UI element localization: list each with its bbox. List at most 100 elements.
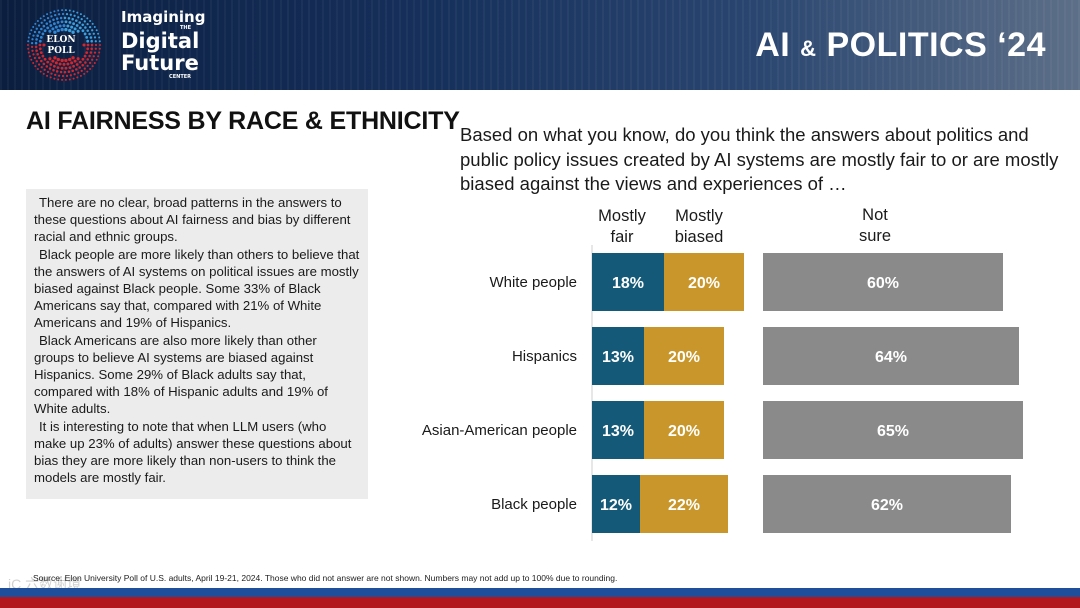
logo-dot — [83, 67, 86, 70]
logo-dot — [36, 68, 39, 70]
logo-dot — [89, 36, 93, 39]
logo-dot — [97, 55, 100, 58]
logo-dot — [43, 19, 46, 22]
logo-dot — [76, 76, 79, 79]
logo-dot — [27, 40, 30, 43]
logo-dot — [76, 57, 80, 61]
logo-dot — [39, 17, 42, 20]
logo-dot — [42, 43, 46, 47]
logo-dot — [92, 32, 95, 35]
logo-dot — [71, 30, 75, 34]
logo-dot — [83, 15, 86, 18]
logo-dot — [42, 62, 46, 66]
logo-dot — [72, 22, 75, 26]
logo-dot — [43, 29, 47, 33]
logo-dot — [56, 57, 60, 62]
logo-dot — [49, 11, 52, 14]
logo-dot — [27, 36, 30, 39]
header-texture — [0, 0, 1080, 90]
logo-dot — [36, 53, 39, 56]
logo-dot — [56, 28, 60, 33]
logo-dot — [38, 56, 41, 60]
logo-dot — [78, 60, 82, 64]
logo-dot — [43, 57, 47, 61]
data-label-not-sure-black-people: 62% — [871, 497, 903, 514]
header-title-main: AI — [755, 26, 801, 64]
logo-dot — [50, 15, 53, 18]
logo-dot — [30, 29, 33, 32]
logo-dot — [84, 26, 87, 29]
logo-dot — [72, 64, 75, 68]
logo-dot — [65, 12, 69, 16]
bar-mostly-biased-asian-american-people — [644, 401, 724, 459]
bar-mostly-fair-hispanics — [592, 327, 644, 385]
logo-dot — [93, 62, 96, 64]
logo-dot — [36, 20, 39, 22]
logo-dot — [66, 24, 70, 28]
logo-dot — [86, 29, 89, 32]
logo-dot — [69, 74, 72, 77]
logo-dot — [75, 24, 79, 27]
logo-dot — [48, 67, 52, 70]
brand-center: CENTER — [169, 74, 191, 80]
logo-dot — [93, 51, 97, 54]
logo-dot — [30, 41, 34, 45]
logo-dot — [46, 74, 49, 77]
logo-dot — [63, 16, 67, 20]
logo-dot — [68, 57, 72, 62]
logo-dot — [66, 62, 70, 66]
elon-poll-logo: ELON POLL — [27, 9, 101, 81]
logo-dot — [99, 44, 101, 46]
logo-dot — [98, 51, 101, 54]
logo-dot — [91, 65, 94, 68]
logo-dot — [33, 30, 37, 34]
logo-dot — [32, 62, 35, 64]
logo-dot — [94, 40, 97, 43]
logo-dot — [38, 47, 42, 51]
logo-dot — [63, 70, 67, 74]
header-title: AI & POLITICS ‘24 — [755, 26, 1046, 65]
logo-dot — [56, 66, 60, 69]
logo-dot — [68, 9, 71, 12]
brand-line-3: Future — [121, 51, 199, 75]
logo-dot — [53, 10, 56, 13]
logo-dot — [54, 61, 58, 65]
data-label-not-sure-white-people: 60% — [867, 275, 899, 292]
logo-dot — [77, 71, 80, 74]
data-label-mostly-fair-asian-american-people: 13% — [602, 423, 634, 440]
bar-not-sure-hispanics — [763, 327, 1019, 385]
logo-dot — [83, 20, 86, 23]
logo-dot — [59, 70, 63, 74]
logo-dot — [37, 63, 41, 66]
logo-dot — [64, 58, 68, 63]
column-header-line: Mostly — [598, 207, 646, 225]
logo-dot — [61, 9, 64, 12]
logo-dot — [46, 16, 50, 20]
logo-dot — [46, 70, 50, 74]
logo-dot — [89, 51, 93, 54]
bar-mostly-biased-black-people — [640, 475, 728, 533]
logo-dot — [55, 17, 59, 20]
logo-dot — [81, 23, 84, 27]
data-label-not-sure-hispanics: 64% — [875, 349, 907, 366]
logo-dot — [42, 72, 45, 75]
logo-dot — [34, 41, 38, 45]
logo-dot — [67, 17, 71, 20]
logo-dot — [27, 44, 29, 46]
logo-dot — [80, 17, 83, 21]
logo-dot — [95, 58, 98, 61]
logo-dot — [91, 22, 94, 25]
logo-dot — [28, 32, 31, 35]
data-label-mostly-biased-black-people: 22% — [668, 497, 700, 514]
logo-dot — [35, 60, 38, 63]
column-header-mostly-biased: Mostly biased — [664, 206, 734, 248]
logo-dot — [79, 74, 82, 77]
logo-dot — [50, 72, 53, 75]
logo-dot — [97, 32, 100, 35]
logo-dot — [41, 54, 45, 58]
logo-dot — [80, 69, 83, 73]
logo-dot — [94, 47, 97, 50]
logo-dot — [27, 51, 30, 54]
logo-dot — [31, 38, 34, 41]
logo-dot — [35, 49, 38, 52]
